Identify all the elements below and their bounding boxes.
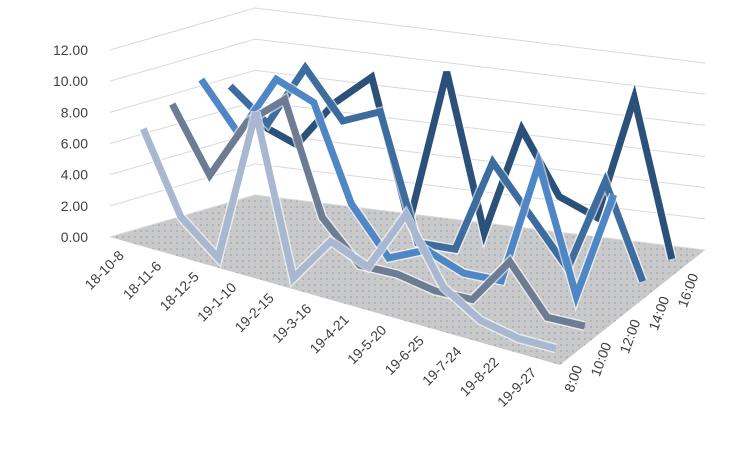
series-line (169, 94, 586, 330)
y-tick-label: 6.00 (61, 136, 88, 152)
x-tick-label: 19-9-27 (494, 364, 540, 410)
grid-line (109, 7, 706, 64)
x-tick-label: 19-8-22 (456, 354, 502, 400)
y-tick-label: 0.00 (61, 229, 88, 245)
y-tick-label: 8.00 (61, 104, 88, 120)
grid-line (109, 38, 706, 95)
x-tick-label: 19-2-15 (231, 290, 277, 336)
x-tick-label: 19-4-21 (306, 311, 352, 357)
legend-label: 12:00 (616, 317, 643, 356)
series-line (227, 61, 647, 283)
x-tick-label: 18-10-8 (81, 247, 127, 293)
x-tick-label: 19-7-24 (419, 343, 465, 389)
x-tick-label: 19-3-16 (269, 300, 315, 346)
legend-label: 10:00 (587, 340, 614, 379)
series-line (140, 111, 557, 352)
y-tick-label: 4.00 (61, 167, 88, 183)
grid-line (109, 163, 706, 220)
y-tick-label: 12.00 (53, 42, 88, 58)
x-tick-label: 19-5-20 (344, 322, 390, 368)
series-line (198, 74, 618, 308)
y-tick-label: 2.00 (61, 198, 88, 214)
x-tick-label: 18-12-5 (156, 268, 202, 314)
x-tick-label: 19-1-10 (194, 279, 240, 325)
x-tick-label: 18-11-6 (120, 258, 165, 303)
grid-line (109, 69, 706, 126)
legend-label: 16:00 (674, 271, 701, 310)
legend-label: 8:00 (561, 363, 585, 394)
legend-label: 14:00 (645, 294, 672, 333)
y-tick-label: 10.00 (53, 73, 88, 89)
x-tick-label: 19-6-25 (381, 332, 427, 378)
